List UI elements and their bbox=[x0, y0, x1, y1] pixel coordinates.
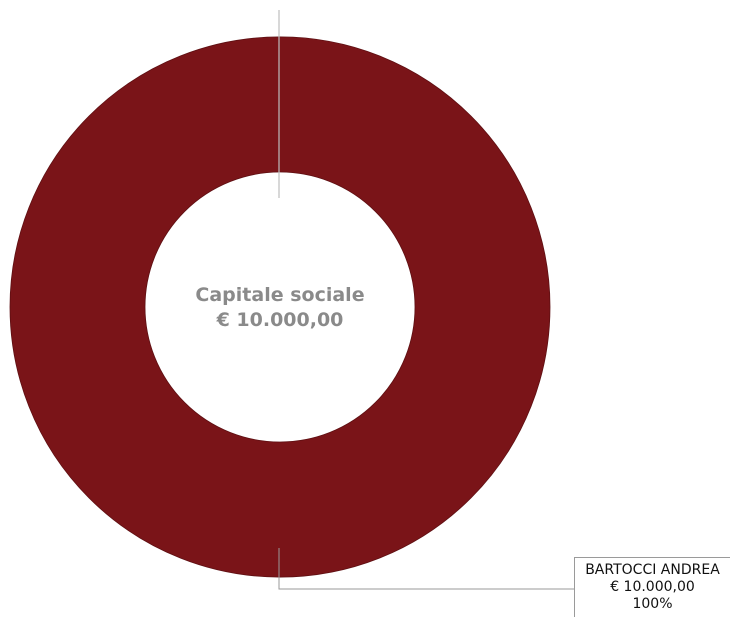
label-leader-line bbox=[278, 548, 574, 590]
slice-data-label: BARTOCCI ANDREA € 10.000,00 100% bbox=[574, 557, 730, 617]
center-total: € 10.000,00 bbox=[216, 309, 344, 331]
slice-label-value: € 10.000,00 bbox=[610, 579, 695, 595]
slices-group bbox=[9, 36, 551, 578]
slice-label-percent: 100% bbox=[632, 596, 673, 612]
center-title: Capitale sociale bbox=[195, 284, 364, 306]
slice-0 bbox=[9, 36, 551, 578]
slice-label-name: BARTOCCI ANDREA bbox=[585, 562, 720, 578]
